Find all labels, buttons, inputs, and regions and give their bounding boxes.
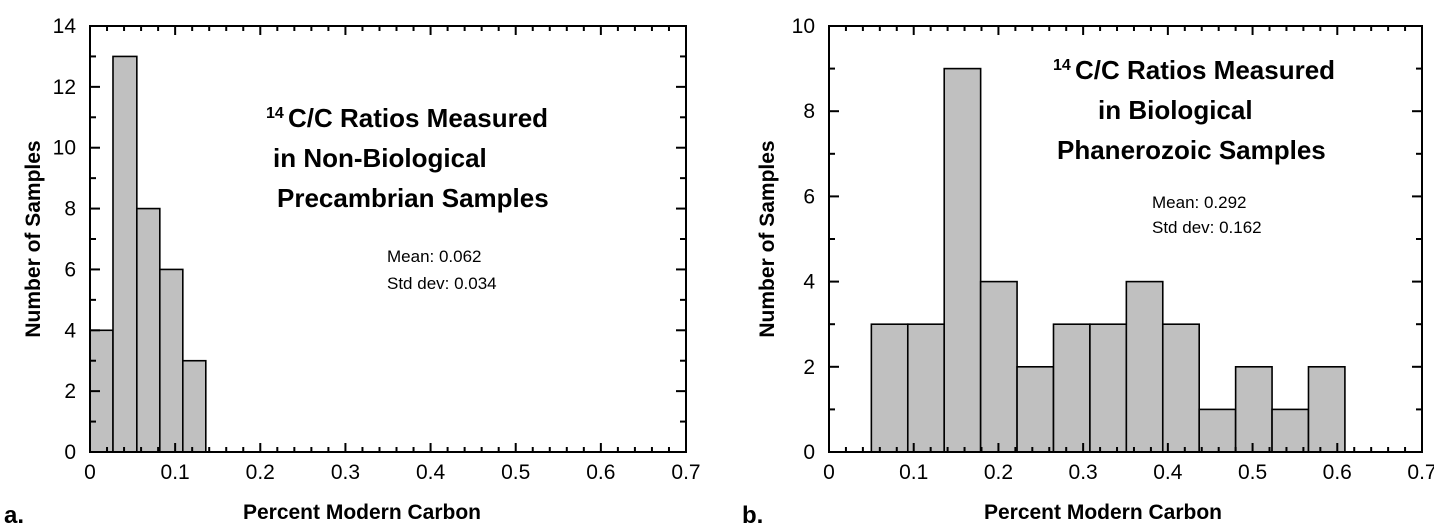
x-tick-label: 0	[823, 461, 835, 484]
histogram-bar	[1307, 365, 1346, 453]
x-tick-label: 0	[84, 461, 96, 484]
x-tick-label: 0.5	[1238, 461, 1267, 484]
x-tick-label: 0.6	[1323, 461, 1352, 484]
y-tick-label: 4	[64, 319, 76, 342]
title-line-3: Precambrian Samples	[277, 183, 549, 213]
x-tick-label: 0.4	[416, 461, 446, 484]
title-line-3: Phanerozoic Samples	[1057, 135, 1326, 165]
y-tick-label: 8	[64, 198, 76, 221]
y-tick-label: 8	[803, 100, 815, 123]
histogram-bar	[1052, 323, 1091, 453]
panel-b: b. Percent Modern Carbon Number of Sampl…	[742, 15, 1434, 525]
x-tick-label: 0.2	[246, 461, 275, 484]
title-superscript: 14	[266, 105, 284, 122]
histogram-bar	[1234, 365, 1273, 453]
histogram-bar	[1125, 280, 1164, 453]
x-tick-label: 0.7	[671, 461, 700, 484]
x-tick-label: 0.2	[984, 461, 1013, 484]
y-tick-label: 10	[53, 137, 76, 160]
title-line-2: in Non-Biological	[273, 143, 487, 173]
x-tick-label: 0.1	[161, 461, 190, 484]
y-tick-label: 6	[64, 258, 76, 281]
mean-label: Mean: 0.062	[387, 247, 482, 266]
histogram-bar	[943, 67, 982, 453]
x-tick-label: 0.7	[1407, 461, 1434, 484]
x-tick-label: 0.3	[331, 461, 360, 484]
y-axis-title: Number of Samples	[756, 140, 779, 337]
y-tick-label: 2	[803, 356, 815, 379]
std-dev-label: Std dev: 0.162	[1152, 218, 1262, 237]
histogram-bar	[1271, 408, 1310, 453]
title-line-1: C/C Ratios Measured	[288, 103, 548, 133]
x-tick-label: 0.4	[1153, 461, 1183, 484]
mean-label: Mean: 0.292	[1152, 193, 1247, 212]
x-tick-label: 0.1	[899, 461, 928, 484]
x-tick-label: 0.6	[586, 461, 615, 484]
x-tick-label: 0.3	[1069, 461, 1098, 484]
histogram-bar	[136, 207, 161, 453]
panel-label: b.	[742, 502, 763, 525]
panel-label: a.	[4, 502, 24, 525]
histogram-bar	[112, 55, 138, 453]
histogram-bar	[1198, 408, 1237, 453]
y-tick-label: 0	[803, 441, 815, 464]
y-tick-label: 4	[803, 271, 815, 294]
y-axis-title: Number of Samples	[22, 140, 45, 337]
x-tick-label: 0.5	[501, 461, 530, 484]
histogram-bar	[870, 323, 909, 453]
title-line-1: C/C Ratios Measured	[1075, 55, 1335, 85]
histogram-bar	[1161, 323, 1201, 453]
histogram-bar	[906, 323, 946, 453]
histogram-bar	[1089, 323, 1128, 453]
histogram-bar	[182, 359, 207, 453]
y-tick-label: 2	[64, 380, 76, 403]
y-tick-label: 10	[792, 15, 815, 38]
panel-a: a. Percent Modern Carbon Number of Sampl…	[4, 15, 701, 525]
y-tick-label: 12	[53, 76, 76, 99]
x-axis-title: Percent Modern Carbon	[984, 501, 1222, 524]
y-tick-label: 6	[803, 185, 815, 208]
histogram-bar	[1016, 365, 1055, 453]
y-tick-label: 14	[53, 15, 77, 38]
std-dev-label: Std dev: 0.034	[387, 274, 497, 293]
title-line-2: in Biological	[1098, 95, 1253, 125]
x-axis-title: Percent Modern Carbon	[243, 501, 481, 524]
histogram-bar	[159, 268, 184, 453]
y-tick-label: 0	[64, 441, 76, 464]
histogram-bar	[979, 280, 1018, 453]
title-superscript: 14	[1053, 57, 1071, 74]
